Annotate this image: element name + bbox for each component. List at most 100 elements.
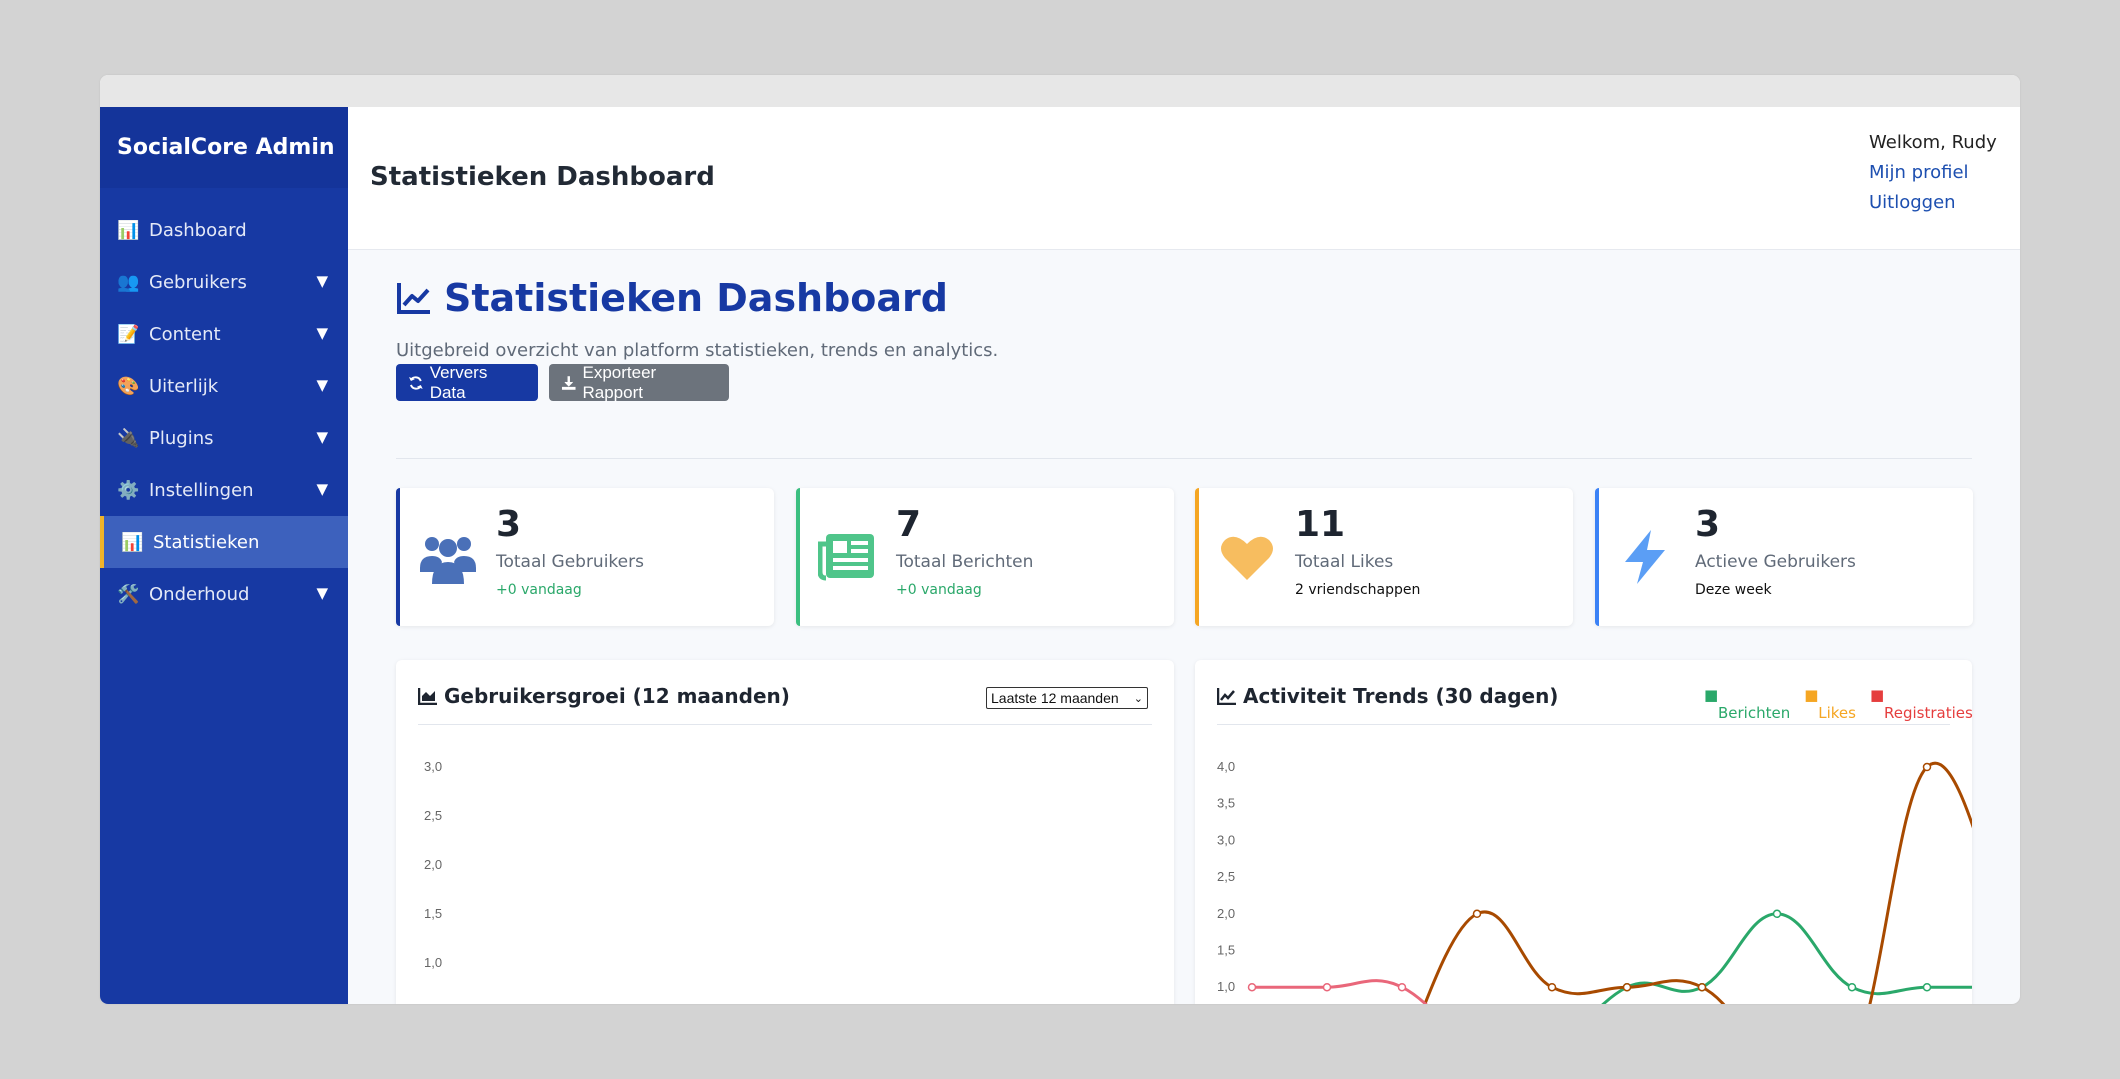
profile-link[interactable]: Mijn profiel [1869,162,1969,183]
period-select[interactable]: Laatste 12 maanden ⌄ [986,687,1148,709]
chevron-down-icon[interactable]: ▼ [316,272,328,290]
stat-note: 2 vriendschappen [1295,582,1421,598]
sidebar-item-plugins[interactable]: 🔌 Plugins ▼ [100,412,348,464]
sidebar-item-label: Instellingen [149,479,254,501]
y-tick-label: 2,5 [424,808,442,823]
stat-card-likes: 11 Totaal Likes 2 vriendschappen [1195,488,1573,626]
chevron-down-icon[interactable]: ▼ [316,584,328,602]
stat-card-posts: 7 Totaal Berichten +0 vandaag [796,488,1174,626]
data-point-berichten[interactable] [1922,982,1932,992]
browser-window: SocialCore Admin 📊 Dashboard 👥 Gebruikers ▼ 📝… [100,75,2020,1004]
growth-chart-header: Gebruikersgroei (12 maanden) [418,684,790,708]
legend-item-registraties[interactable]: ■ Registraties [1869,686,1973,722]
series-line-registraties [1252,979,1428,1004]
sidebar-item-content[interactable]: 📝 Content ▼ [100,308,348,360]
stat-accent [796,488,800,626]
y-tick-label: 4,0 [1217,759,1235,774]
series-line-berichten [1601,912,1972,1004]
stat-note: Deze week [1695,582,1772,598]
refresh-icon [408,375,423,390]
download-icon [561,375,576,390]
data-point-likes[interactable] [1472,909,1482,919]
data-point-likes[interactable] [1547,982,1557,992]
sidebar-item-icon: 📝 [117,323,140,345]
sidebar-item-uiterlijk[interactable]: 🎨 Uiterlijk ▼ [100,360,348,412]
sidebar-item-label: Dashboard [149,219,247,241]
data-point-registraties[interactable] [1247,982,1257,992]
sidebar-item-gebruikers[interactable]: 👥 Gebruikers ▼ [100,256,348,308]
data-point-berichten[interactable] [1847,982,1857,992]
stat-label: Totaal Likes [1295,552,1394,572]
period-select-value: Laatste 12 maanden [991,690,1119,706]
stat-label: Totaal Gebruikers [496,552,644,572]
section-divider [396,458,1972,459]
user-menu: Welkom, Rudy Mijn profiel Uitloggen [1869,132,1997,222]
stat-value: 3 [1695,504,1721,545]
page-title-text: Statistieken Dashboard [444,276,949,320]
growth-chart-card: Gebruikersgroei (12 maanden) Laatste 12 … [396,660,1174,1004]
export-report-button[interactable]: Exporteer Rapport [549,362,729,402]
chevron-down-icon[interactable]: ▼ [316,480,328,498]
logout-link[interactable]: Uitloggen [1869,192,1956,213]
stat-value: 3 [496,504,522,545]
sidebar-item-instellingen[interactable]: ⚙️ Instellingen ▼ [100,464,348,516]
chart-divider [418,724,1152,725]
activity-chart-title: Activiteit Trends (30 dagen) [1243,684,1559,708]
page-subtitle: Uitgebreid overzicht van platform statis… [396,340,999,361]
data-point-likes[interactable] [1622,982,1632,992]
y-tick-label: 2,5 [1217,869,1235,884]
page-title: Statistieken Dashboard [396,276,948,320]
data-point-likes[interactable] [1922,762,1932,772]
stat-note: +0 vandaag [496,582,582,598]
y-tick-label: 3,0 [424,759,442,774]
sidebar-item-onderhoud[interactable]: 🛠️ Onderhoud ▼ [100,568,348,620]
bolt-icon [1625,530,1665,584]
legend-label: Likes [1818,704,1856,722]
chevron-down-icon[interactable]: ▼ [316,428,328,446]
legend-item-berichten[interactable]: ■ Berichten [1704,686,1791,722]
chart-divider [1217,724,1950,725]
chart-line-icon [1217,688,1236,705]
stat-accent [1195,488,1199,626]
legend-label: Registraties [1883,704,1973,722]
chevron-down-icon[interactable]: ▼ [316,324,328,342]
data-point-likes[interactable] [1697,982,1707,992]
export-label: Exporteer Rapport [582,362,657,402]
window-titlebar [100,75,2020,107]
top-header: Statistieken Dashboard Welkom, Rudy Mijn… [348,107,2020,250]
y-tick-label: 2,0 [1217,906,1235,921]
legend-item-likes[interactable]: ■ Likes [1804,686,1856,722]
sidebar-item-dashboard[interactable]: 📊 Dashboard [100,204,348,256]
data-point-berichten[interactable] [1772,909,1782,919]
stat-label: Totaal Berichten [896,552,1034,572]
stat-value: 11 [1295,504,1346,545]
data-point-registraties[interactable] [1322,982,1332,992]
heart-icon [1221,536,1273,580]
sidebar-item-label: Onderhoud [149,583,250,605]
y-tick-label: 1,0 [1217,979,1235,994]
sidebar-item-icon: 🛠️ [117,583,140,605]
sidebar-item-icon: 📊 [117,219,140,241]
data-point-registraties[interactable] [1397,982,1407,992]
activity-chart-card: Activiteit Trends (30 dagen) ■ Berichten… [1195,660,1973,1004]
stat-value: 7 [896,504,922,545]
stat-label: Actieve Gebruikers [1695,552,1856,572]
sidebar-brand[interactable]: SocialCore Admin [100,107,348,188]
stat-card-users: 3 Totaal Gebruikers +0 vandaag [396,488,774,626]
sidebar: SocialCore Admin 📊 Dashboard 👥 Gebruikers ▼ 📝… [100,107,348,1004]
sidebar-item-label: Gebruikers [149,271,247,293]
users-icon [420,537,476,584]
activity-chart-plot: 4,0 3,5 3,0 2,5 2,0 1,5 1,0 [1217,759,1972,1004]
sidebar-item-label: Uiterlijk [149,375,219,397]
series-line-likes [1423,761,1972,1004]
sidebar-item-icon: ⚙️ [117,479,140,501]
chevron-down-icon[interactable]: ▼ [316,376,328,394]
welcome-text: Welkom, Rudy [1869,132,1997,153]
growth-chart-title: Gebruikersgroei (12 maanden) [444,684,790,708]
sidebar-nav: 📊 Dashboard 👥 Gebruikers ▼ 📝 Content ▼ 🎨 Uiterlij… [100,188,348,620]
sidebar-item-icon: 🎨 [117,375,140,397]
sidebar-item-statistieken[interactable]: 📊 Statistieken [100,516,348,568]
sidebar-item-icon: 🔌 [117,427,140,449]
sidebar-item-label: Content [149,323,221,345]
refresh-data-button[interactable]: Ververs Data [396,363,538,402]
